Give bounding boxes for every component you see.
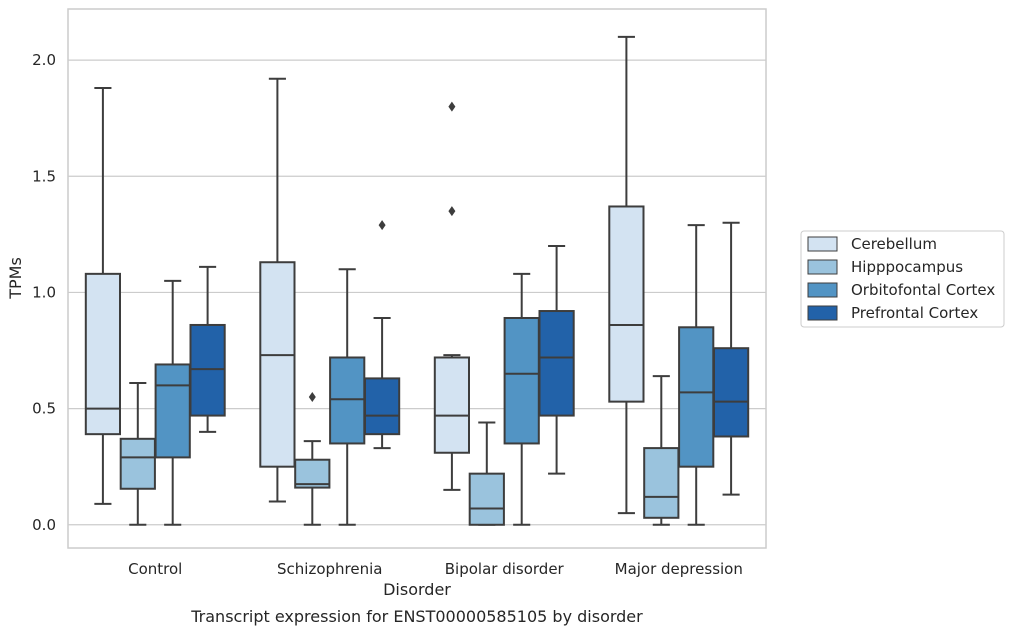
y-tick-label-0: 0.0 [32, 516, 56, 534]
iqr-box [329, 356, 366, 445]
box-2-1 [468, 421, 505, 526]
y-tick-label-3: 1.5 [32, 167, 56, 185]
legend-swatch [807, 236, 838, 252]
legend-swatch [807, 259, 838, 275]
iqr-box [538, 310, 575, 417]
iqr-box [643, 447, 680, 519]
legend-swatch [807, 282, 838, 298]
y-tick-label-4: 2.0 [32, 51, 56, 69]
x-tick-label-1: Schizophrenia [277, 560, 382, 578]
box-0-0 [84, 86, 122, 505]
iqr-box [712, 347, 750, 438]
y-tick-labels: 0.0 0.5 1.0 1.5 2.0 [32, 51, 56, 534]
legend-item-0: Cerebellum [807, 235, 937, 253]
y-tick-label-2: 1.0 [32, 283, 56, 301]
outlier-point [448, 101, 456, 112]
box-1-3 [363, 220, 401, 450]
y-axis-title: TPMs [6, 257, 25, 300]
box-2-0 [433, 101, 471, 491]
legend-label: Orbitofontal Cortex [851, 281, 995, 299]
iqr-box [259, 261, 296, 468]
box-3-2 [678, 224, 715, 526]
legend-swatch [807, 305, 838, 321]
legend-label: Hipppocampus [851, 258, 963, 276]
x-tick-label-2: Bipolar disorder [445, 560, 565, 578]
box-0-3 [189, 265, 226, 433]
chart-caption: Transcript expression for ENST0000058510… [190, 607, 643, 626]
box-1-1 [294, 391, 331, 526]
iqr-box [678, 326, 715, 468]
iqr-box [433, 356, 471, 454]
outlier-point [448, 206, 456, 217]
y-tick-label-1: 0.5 [32, 400, 56, 418]
x-tick-label-0: Control [128, 560, 182, 578]
iqr-box [154, 363, 191, 459]
iqr-box [468, 472, 505, 526]
x-tick-labels: Control Schizophrenia Bipolar disorder Majo… [128, 560, 743, 578]
box-1-0 [259, 77, 296, 503]
iqr-box [608, 205, 645, 403]
box-2-2 [503, 272, 540, 526]
legend-item-1: Hipppocampus [807, 258, 963, 276]
x-axis-title: Disorder [383, 580, 451, 599]
iqr-box [363, 377, 401, 436]
iqr-box [294, 458, 331, 489]
iqr-box [503, 316, 540, 445]
box-3-0 [608, 35, 645, 515]
outlier-point [308, 391, 316, 402]
box-0-1 [119, 382, 156, 526]
outlier-point [378, 220, 386, 231]
box-3-1 [643, 375, 680, 526]
box-2-3 [538, 244, 575, 475]
legend-frame [800, 230, 1005, 328]
legend-label: Cerebellum [851, 235, 937, 253]
legend: Cerebellum Hipppocampus Orbitofontal Corte… [800, 230, 1005, 328]
iqr-box [119, 437, 156, 490]
legend-item-3: Prefrontal Cortex [807, 304, 978, 322]
iqr-box [84, 272, 122, 436]
iqr-box [189, 323, 226, 417]
box-3-3 [712, 221, 750, 496]
plot-frame [67, 8, 767, 549]
legend-label: Prefrontal Cortex [851, 304, 978, 322]
legend-item-2: Orbitofontal Cortex [807, 281, 995, 299]
x-tick-label-3: Major depression [615, 560, 743, 578]
box-1-2 [329, 268, 366, 526]
box-0-2 [154, 279, 191, 526]
plot-area [84, 35, 750, 526]
